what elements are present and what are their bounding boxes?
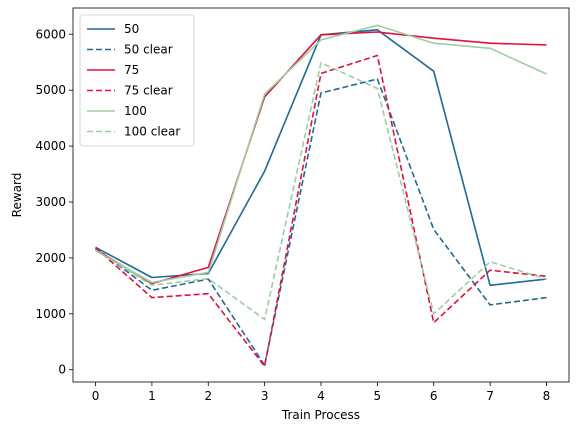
y-tick-label: 3000	[35, 195, 66, 209]
legend: 50 50 clear 75 75 clear 100 100 clear	[79, 14, 195, 147]
legend-label-50: 50	[124, 22, 139, 36]
x-axis-title: Train Process	[281, 408, 360, 422]
series-line-75	[95, 31, 547, 285]
x-tick-label: 7	[486, 389, 494, 403]
series-line-100	[95, 24, 547, 284]
x-tick-label: 4	[317, 389, 325, 403]
x-tick-label: 8	[543, 389, 551, 403]
legend-label-100: 100	[124, 104, 147, 118]
y-axis-title: Reward	[10, 173, 24, 218]
series-line-50-clear	[95, 78, 547, 367]
y-axis-ticks: 0 1000 2000 3000 4000 5000 6000	[35, 27, 73, 377]
legend-label-75-clear: 75 clear	[124, 84, 173, 98]
x-tick-label: 2	[204, 389, 212, 403]
x-tick-label: 3	[261, 389, 269, 403]
x-axis-ticks: 0 1 2 3 4 5 6 7 8	[92, 382, 551, 403]
legend-box	[79, 14, 195, 147]
x-tick-label: 5	[374, 389, 382, 403]
y-tick-label: 5000	[35, 83, 66, 97]
y-tick-label: 4000	[35, 139, 66, 153]
y-tick-label: 6000	[35, 27, 66, 41]
x-tick-label: 1	[148, 389, 156, 403]
y-tick-label: 2000	[35, 251, 66, 265]
plot-frame	[72, 7, 570, 383]
legend-label-50-clear: 50 clear	[124, 43, 173, 57]
series-line-100-clear	[95, 61, 547, 321]
series-line-75-clear	[94, 54, 547, 368]
legend-label-75: 75	[124, 63, 139, 77]
series-layer	[94, 24, 547, 368]
x-tick-label: 6	[430, 389, 438, 403]
legend-label-100-clear: 100 clear	[124, 125, 180, 139]
x-tick-label: 0	[92, 389, 100, 403]
y-tick-label: 0	[58, 363, 66, 377]
y-tick-label: 1000	[35, 307, 66, 321]
